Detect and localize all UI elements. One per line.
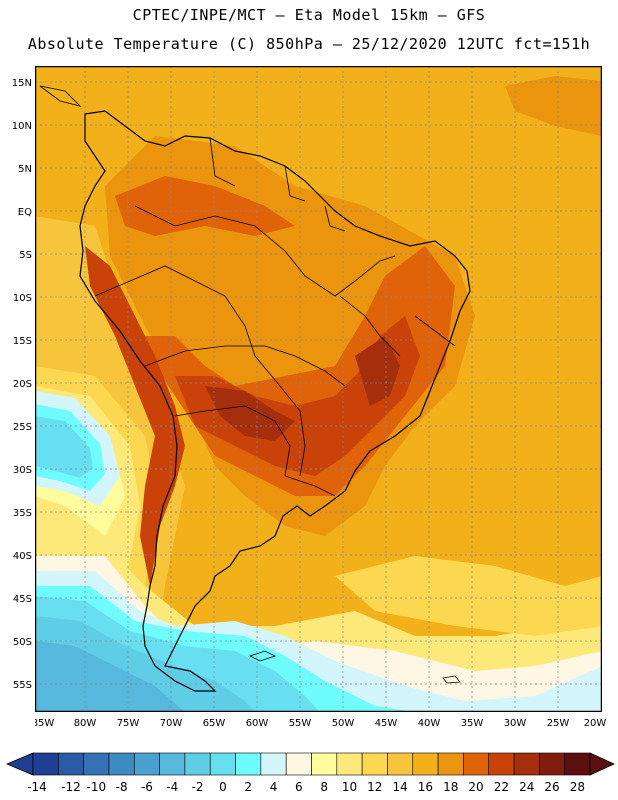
lon-label: 80W: [74, 718, 97, 729]
colorbar-label: -12: [61, 780, 81, 794]
colorbar-label: 4: [270, 780, 278, 794]
lon-label: 30W: [504, 718, 527, 729]
colorbar-label: 28: [570, 780, 585, 794]
lon-label: 45W: [375, 718, 398, 729]
andes-warm: [85, 246, 185, 586]
land-hot-1: [175, 316, 420, 476]
colorbar-cell: [488, 752, 515, 776]
colorbar-label: -14: [27, 780, 47, 794]
colorbar-cell: [184, 752, 211, 776]
colorbar-cell: [336, 752, 363, 776]
land-hot-2: [205, 386, 295, 441]
temperature-map: [34, 65, 603, 713]
colorbar: -14 -12 -10 -8 -6 -4 -2 0 2 4 6 8 10 12 14 16 18 20 22 24 26…: [5, 752, 615, 794]
south-cold-6: [35, 641, 185, 712]
north-coast-warm: [115, 176, 295, 236]
lat-label: 5N: [18, 164, 32, 175]
lat-label: 25S: [13, 422, 32, 433]
colorbar-label: -4: [166, 780, 178, 794]
colorbar-cell: [564, 752, 591, 776]
colorbar-cell: [361, 752, 388, 776]
colorbar-label: -2: [192, 780, 204, 794]
colorbar-cell: [285, 752, 312, 776]
colorbar-label: 26: [544, 780, 559, 794]
lat-label: 10N: [12, 121, 32, 132]
caribbean-warm: [505, 76, 602, 136]
lat-label: 5S: [19, 250, 32, 261]
colorbar-cell: [311, 752, 338, 776]
colorbar-cell: [463, 752, 490, 776]
title-line-1: CPTEC/INPE/MCT – Eta Model 15km – GFS: [132, 6, 486, 24]
colorbar-cell: [108, 752, 135, 776]
title-line-2: Absolute Temperature (C) 850hPa – 25/12/…: [27, 35, 591, 53]
colorbar-label: 12: [367, 780, 382, 794]
lat-axis: 15N 10N 5N EQ 5S 10S 15S 20S 25S 30S 35S…: [12, 78, 32, 691]
map-frame: [34, 65, 603, 713]
colorbar-label: -8: [116, 780, 128, 794]
colorbar-cell: [437, 752, 464, 776]
colorbar-cell: [387, 752, 414, 776]
lon-label: 65W: [203, 718, 226, 729]
colorbar-cell: [260, 752, 287, 776]
islands: [39, 85, 461, 684]
colorbar-cell: [235, 752, 262, 776]
colorbar-label: 0: [219, 780, 227, 794]
lat-label: 30S: [13, 465, 32, 476]
lon-axis: 85W 80W 75W 70W 65W 60W 55W 50W 45W 40W …: [35, 718, 607, 729]
colorbar-cell: [32, 752, 59, 776]
lon-label: 20W: [584, 718, 607, 729]
lat-label: EQ: [18, 207, 32, 218]
map-svg: [34, 65, 603, 713]
colorbar-label: 14: [392, 780, 407, 794]
colorbar-label: 20: [468, 780, 483, 794]
colorbar-label: 18: [443, 780, 458, 794]
colorbar-label: -10: [86, 780, 106, 794]
lat-label: 20S: [13, 379, 32, 390]
lon-label: 85W: [35, 718, 54, 729]
lat-label: 50S: [13, 637, 32, 648]
lat-label: 40S: [13, 551, 32, 562]
colorbar-labels: -14 -12 -10 -8 -6 -4 -2 0 2 4 6 8 10 12 14 16 18 20 22 24 26…: [27, 780, 585, 794]
colorbar-label: 24: [519, 780, 534, 794]
pacific-cold-3: [35, 416, 93, 478]
country-borders: [94, 137, 456, 497]
colorbar-label: 6: [295, 780, 303, 794]
lon-label: 50W: [332, 718, 355, 729]
lat-label: 45S: [13, 594, 32, 605]
lat-label: 15S: [13, 336, 32, 347]
colorbar-cell: [412, 752, 439, 776]
colorbar-label: 10: [342, 780, 357, 794]
lon-label: 40W: [418, 718, 441, 729]
south-atlantic-pale: [335, 556, 602, 636]
lon-label: 55W: [289, 718, 312, 729]
colorbar-cell: [83, 752, 110, 776]
colorbar-cell: [58, 752, 84, 776]
lat-label: 10S: [13, 293, 32, 304]
colorbar-cell: [209, 752, 236, 776]
colorbar-label: -6: [141, 780, 153, 794]
lon-label: 70W: [160, 718, 183, 729]
colorbar-label: 2: [244, 780, 252, 794]
lon-label: 35W: [461, 718, 484, 729]
lon-label: 60W: [246, 718, 269, 729]
colorbar-label: 22: [494, 780, 509, 794]
lon-label: 75W: [117, 718, 140, 729]
colorbar-cell: [539, 752, 565, 776]
land-hot-3: [355, 336, 400, 406]
colorbar-cell: [159, 752, 186, 776]
colorbar-high-arrow: [589, 752, 615, 776]
lat-label: 55S: [13, 680, 32, 691]
colorbar-label: 8: [320, 780, 328, 794]
colorbar-cells: [5, 752, 615, 776]
colorbar-label: 16: [418, 780, 433, 794]
colorbar-cell: [513, 752, 540, 776]
lon-label: 25W: [547, 718, 570, 729]
south-america-coastline: [79, 110, 471, 692]
colorbar-low-arrow: [5, 752, 34, 776]
colorbar-cell: [133, 752, 160, 776]
lat-label: 15N: [12, 78, 32, 89]
lat-label: 35S: [13, 508, 32, 519]
